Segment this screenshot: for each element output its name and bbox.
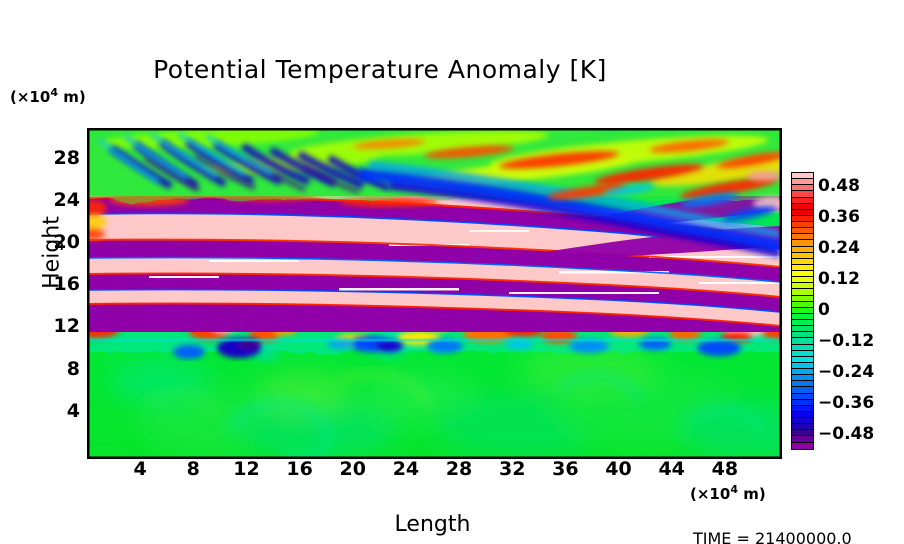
colorbar-band xyxy=(792,197,813,204)
colorbar-tick-label: 0.12 xyxy=(818,269,860,290)
colorbar-tick-label: −0.36 xyxy=(818,392,875,413)
colorbar-band xyxy=(792,240,813,247)
colorbar xyxy=(791,172,814,450)
figure-title: Potential Temperature Anomaly [K] xyxy=(153,55,607,84)
colorbar-tick-label: −0.48 xyxy=(818,423,875,444)
colorbar-tick-label: 0.48 xyxy=(818,176,860,197)
colorbar-band xyxy=(792,222,813,229)
colorbar-band xyxy=(792,185,813,192)
colorbar-band xyxy=(792,393,813,400)
colorbar-band xyxy=(792,307,813,314)
x-tick-label: 20 xyxy=(339,458,366,480)
heatmap-field xyxy=(89,130,780,457)
colorbar-band xyxy=(792,332,813,339)
colorbar-band xyxy=(792,381,813,388)
colorbar-tick-label: 0.36 xyxy=(818,207,860,228)
y-axis-ticks: 4 8 12 16 20 24 28 xyxy=(32,0,80,544)
y-tick-label: 16 xyxy=(53,273,80,296)
colorbar-band xyxy=(792,234,813,241)
simulation-time-label: TIME = 21400000.0 xyxy=(693,529,852,544)
x-axis-label: Length xyxy=(394,512,471,537)
colorbar-band xyxy=(792,344,813,351)
y-axis-unit-label: (×104 m) xyxy=(10,86,86,106)
colorbar-tick-label: 0 xyxy=(818,300,830,320)
colorbar-band xyxy=(792,369,813,376)
colorbar-tick-label: 0.24 xyxy=(818,238,860,259)
colorbar-band xyxy=(792,411,813,418)
y-tick-label: 4 xyxy=(66,399,80,422)
y-tick-label: 12 xyxy=(53,315,80,338)
x-tick-label: 28 xyxy=(445,458,473,480)
x-tick-label: 4 xyxy=(133,458,147,480)
colorbar-band xyxy=(792,326,813,333)
colorbar-band xyxy=(792,295,813,302)
colorbar-band xyxy=(792,405,813,412)
x-tick-label: 40 xyxy=(605,458,632,480)
colorbar-band xyxy=(792,313,813,320)
x-tick-label: 44 xyxy=(658,458,685,480)
colorbar-band xyxy=(792,228,813,235)
y-tick-label: 8 xyxy=(66,357,80,380)
colorbar-band xyxy=(792,246,813,253)
x-tick-label: 16 xyxy=(286,458,313,480)
y-tick-label: 24 xyxy=(53,188,80,211)
x-tick-label: 32 xyxy=(498,458,526,480)
colorbar-band xyxy=(792,277,813,284)
colorbar-band xyxy=(792,424,813,431)
colorbar-band xyxy=(792,203,813,210)
x-tick-label: 36 xyxy=(552,458,579,480)
colorbar-band xyxy=(792,418,813,425)
colorbar-tick-label: −0.12 xyxy=(818,330,875,351)
colorbar-tick-label: −0.24 xyxy=(818,361,875,382)
colorbar-band xyxy=(792,191,813,198)
colorbar-band xyxy=(792,350,813,357)
colorbar-band xyxy=(792,271,813,278)
colorbar-band xyxy=(792,436,813,443)
colorbar-band xyxy=(792,387,813,394)
colorbar-band xyxy=(792,283,813,290)
x-tick-label: 12 xyxy=(233,458,260,480)
heatmap-plot-area xyxy=(87,128,782,459)
x-axis-unit-label: (×104 m) xyxy=(690,483,766,503)
colorbar-band xyxy=(792,264,813,271)
colorbar-band xyxy=(792,301,813,308)
y-tick-label: 20 xyxy=(53,231,80,254)
colorbar-band xyxy=(792,320,813,327)
colorbar-band xyxy=(792,289,813,296)
colorbar-band xyxy=(792,356,813,363)
colorbar-band xyxy=(792,442,813,449)
x-tick-label: 24 xyxy=(392,458,420,480)
x-tick-label: 8 xyxy=(186,458,200,480)
colorbar-band xyxy=(792,173,813,180)
colorbar-band xyxy=(792,399,813,406)
colorbar-labels: 0.48 0.36 0.24 0.12 0 −0.12 −0.24 −0.36 −0.48 xyxy=(818,160,904,460)
x-tick-label: 48 xyxy=(711,458,739,480)
colorbar-band xyxy=(792,430,813,437)
colorbar-band xyxy=(792,338,813,345)
colorbar-band xyxy=(792,362,813,369)
colorbar-band xyxy=(792,252,813,259)
colorbar-band xyxy=(792,375,813,382)
y-tick-label: 28 xyxy=(53,146,80,169)
colorbar-band xyxy=(792,258,813,265)
colorbar-band xyxy=(792,209,813,216)
colorbar-band xyxy=(792,179,813,186)
colorbar-band xyxy=(792,215,813,222)
x-axis-ticks: 4 8 12 16 20 24 28 32 36 40 44 48 xyxy=(0,458,904,484)
